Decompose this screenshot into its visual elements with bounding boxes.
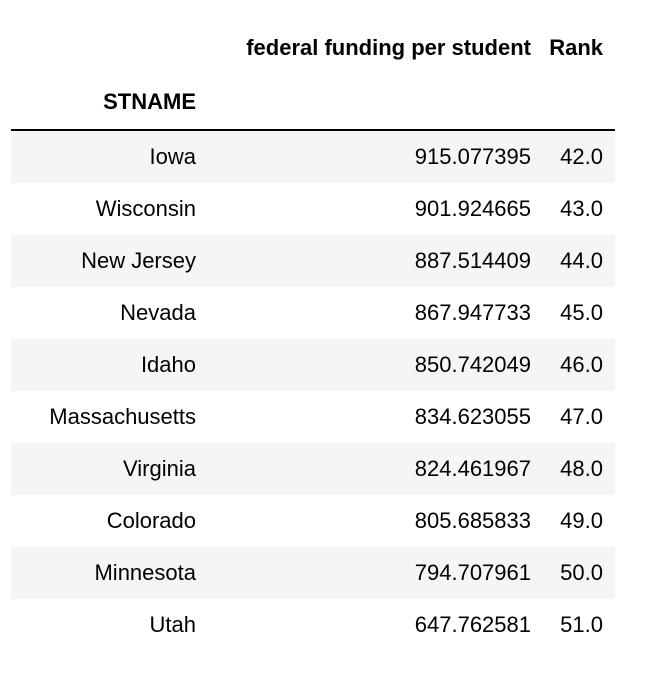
cell-rank: 49.0: [560, 508, 603, 533]
cell-rank: 42.0: [560, 144, 603, 169]
table-row: Minnesota 794.707961 50.0: [11, 547, 615, 599]
cell-funding: 794.707961: [414, 560, 531, 585]
row-index-label: Wisconsin: [95, 196, 196, 221]
row-index-label: Colorado: [106, 508, 196, 533]
cell-funding: 867.947733: [414, 300, 531, 325]
column-header-funding: federal funding per student: [246, 35, 531, 60]
cell-rank: 43.0: [560, 196, 603, 221]
row-index-label: Nevada: [120, 300, 196, 325]
table-row: Idaho 850.742049 46.0: [11, 339, 615, 391]
cell-funding: 834.623055: [414, 404, 531, 429]
table-row: Nevada 867.947733 45.0: [11, 287, 615, 339]
row-index-label: Utah: [149, 612, 196, 637]
cell-funding: 887.514409: [414, 248, 531, 273]
row-index-label: Iowa: [149, 144, 196, 169]
table-row: Iowa 915.077395 42.0: [11, 130, 615, 183]
cell-funding: 901.924665: [414, 196, 531, 221]
cell-rank: 50.0: [560, 560, 603, 585]
table-row: Utah 647.762581 51.0: [11, 599, 615, 651]
index-name-header: STNAME: [11, 74, 197, 131]
table-row: New Jersey 887.514409 44.0: [11, 235, 615, 287]
table-row: Wisconsin 901.924665 43.0: [11, 183, 615, 235]
row-index-label: Virginia: [123, 456, 196, 481]
row-index-label: Minnesota: [94, 560, 196, 585]
cell-funding: 824.461967: [414, 456, 531, 481]
header-corner: [11, 22, 197, 74]
cell-funding: 805.685833: [414, 508, 531, 533]
row-index-label: New Jersey: [81, 248, 196, 273]
index-name-spacer: [197, 74, 543, 131]
cell-rank: 48.0: [560, 456, 603, 481]
column-header-row: federal funding per student Rank: [11, 22, 615, 74]
dataframe-table: federal funding per student Rank STNAME …: [11, 22, 615, 651]
table-row: Colorado 805.685833 49.0: [11, 495, 615, 547]
table-row: Massachusetts 834.623055 47.0: [11, 391, 615, 443]
table-body: Iowa 915.077395 42.0 Wisconsin 901.924665 43.…: [11, 130, 615, 651]
row-index-label: Massachusetts: [49, 404, 196, 429]
cell-rank: 45.0: [560, 300, 603, 325]
table-row: Virginia 824.461967 48.0: [11, 443, 615, 495]
cell-funding: 915.077395: [414, 144, 531, 169]
row-index-label: Idaho: [140, 352, 196, 377]
cell-funding: 850.742049: [414, 352, 531, 377]
index-name-row: STNAME: [11, 74, 615, 131]
dataframe-output: federal funding per student Rank STNAME …: [11, 22, 615, 651]
table-header: federal funding per student Rank STNAME: [11, 22, 615, 131]
cell-rank: 47.0: [560, 404, 603, 429]
cell-rank: 44.0: [560, 248, 603, 273]
cell-funding: 647.762581: [414, 612, 531, 637]
column-header-rank: Rank: [549, 35, 603, 60]
cell-rank: 46.0: [560, 352, 603, 377]
index-name-spacer: [543, 74, 615, 131]
cell-rank: 51.0: [560, 612, 603, 637]
